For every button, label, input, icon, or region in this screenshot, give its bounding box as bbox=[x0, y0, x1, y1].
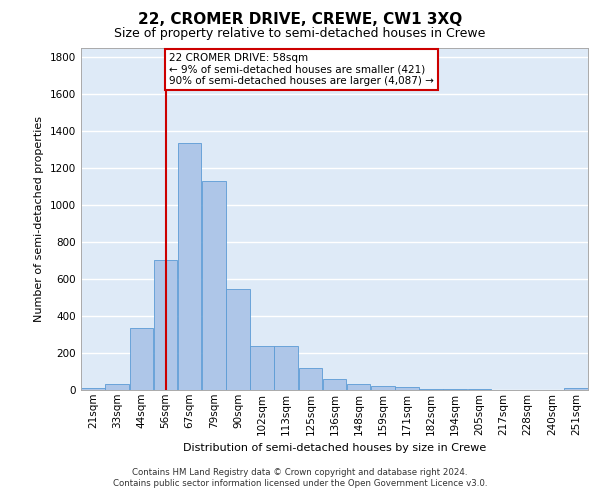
Text: Size of property relative to semi-detached houses in Crewe: Size of property relative to semi-detach… bbox=[115, 28, 485, 40]
Text: 22 CROMER DRIVE: 58sqm
← 9% of semi-detached houses are smaller (421)
90% of sem: 22 CROMER DRIVE: 58sqm ← 9% of semi-deta… bbox=[169, 53, 434, 86]
Bar bbox=[299, 368, 322, 390]
Bar bbox=[395, 387, 419, 390]
Text: Contains HM Land Registry data © Crown copyright and database right 2024.
Contai: Contains HM Land Registry data © Crown c… bbox=[113, 468, 487, 487]
Bar bbox=[154, 260, 178, 390]
Bar bbox=[226, 289, 250, 390]
Bar bbox=[323, 379, 346, 390]
Bar bbox=[178, 143, 202, 390]
Bar bbox=[419, 388, 443, 390]
Bar bbox=[202, 181, 226, 390]
Bar bbox=[130, 328, 153, 390]
Bar bbox=[564, 388, 588, 390]
Bar bbox=[347, 384, 370, 390]
Bar bbox=[81, 388, 105, 390]
Y-axis label: Number of semi-detached properties: Number of semi-detached properties bbox=[34, 116, 44, 322]
Bar bbox=[443, 389, 467, 390]
Bar bbox=[371, 386, 395, 390]
Bar bbox=[250, 346, 274, 390]
Bar bbox=[106, 384, 129, 390]
X-axis label: Distribution of semi-detached houses by size in Crewe: Distribution of semi-detached houses by … bbox=[183, 443, 486, 453]
Text: 22, CROMER DRIVE, CREWE, CW1 3XQ: 22, CROMER DRIVE, CREWE, CW1 3XQ bbox=[138, 12, 462, 28]
Bar bbox=[274, 346, 298, 390]
